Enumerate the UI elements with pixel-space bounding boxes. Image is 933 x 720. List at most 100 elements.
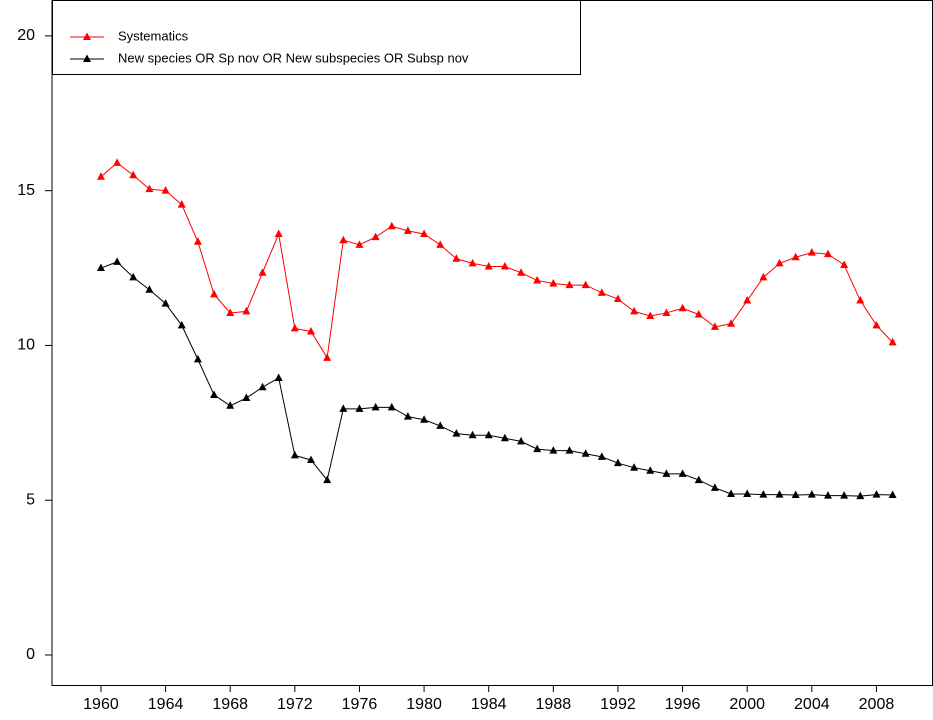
- x-tick-label: 1968: [212, 696, 248, 713]
- legend-label: Systematics: [118, 28, 189, 43]
- y-tick-label: 10: [17, 337, 35, 354]
- point: [791, 490, 800, 498]
- y-tick-label: 0: [26, 646, 35, 663]
- point: [226, 401, 235, 409]
- point: [500, 433, 509, 442]
- point: [597, 452, 606, 460]
- point: [145, 285, 154, 293]
- point: [113, 158, 122, 166]
- point: [549, 446, 558, 454]
- x-tick-label: 1980: [406, 696, 442, 713]
- x-tick-label: 1984: [471, 696, 507, 713]
- point: [630, 463, 639, 471]
- point: [468, 258, 477, 267]
- point: [872, 490, 881, 498]
- point: [387, 221, 396, 230]
- point: [823, 491, 832, 499]
- point: [678, 469, 687, 477]
- point: [452, 429, 461, 437]
- point: [856, 296, 865, 304]
- x-tick-label: 1972: [277, 696, 313, 713]
- y-tick-label: 15: [17, 182, 35, 199]
- x-tick-label: 2008: [859, 696, 895, 713]
- point: [710, 483, 719, 491]
- point: [258, 268, 267, 276]
- point: [727, 489, 736, 498]
- point: [710, 322, 719, 330]
- point: [743, 296, 752, 304]
- y-tick-label: 5: [26, 491, 35, 508]
- point: [323, 475, 332, 484]
- x-tick-label: 1988: [536, 696, 572, 713]
- point: [662, 308, 671, 316]
- point: [888, 490, 897, 498]
- point: [323, 353, 332, 361]
- point: [646, 466, 655, 474]
- point: [775, 258, 784, 267]
- point: [306, 327, 315, 335]
- point: [226, 308, 235, 316]
- point: [193, 237, 202, 245]
- point: [694, 475, 703, 484]
- point: [840, 260, 849, 268]
- point: [242, 393, 251, 402]
- point: [597, 288, 606, 296]
- point: [242, 306, 251, 315]
- plot-frame: [51, 0, 933, 686]
- point: [339, 235, 348, 244]
- x-tick-label: 1992: [600, 696, 636, 713]
- point: [96, 172, 105, 180]
- point: [403, 412, 412, 420]
- point: [436, 240, 445, 248]
- point: [96, 263, 105, 272]
- point: [872, 320, 881, 329]
- point: [371, 402, 380, 411]
- point: [565, 280, 574, 289]
- point: [452, 254, 461, 262]
- point: [517, 268, 526, 276]
- point: [161, 299, 170, 307]
- point: [565, 446, 574, 454]
- point: [533, 275, 542, 284]
- point: [145, 184, 154, 193]
- point: [759, 272, 768, 281]
- point: [355, 404, 364, 412]
- point: [468, 430, 477, 439]
- legend-box: [52, 0, 581, 75]
- y-tick-label: 20: [17, 27, 35, 44]
- point: [484, 430, 493, 439]
- point: [129, 170, 138, 179]
- point: [274, 229, 283, 238]
- point: [613, 294, 622, 303]
- point: [646, 311, 655, 320]
- legend-marker: [83, 32, 91, 40]
- point: [759, 490, 768, 498]
- point: [210, 390, 219, 398]
- point: [113, 257, 122, 265]
- point: [517, 436, 526, 445]
- point: [371, 232, 380, 241]
- point: [387, 402, 396, 411]
- point: [258, 382, 267, 391]
- x-tick-label: 1960: [83, 696, 119, 713]
- point: [161, 186, 170, 194]
- point: [177, 200, 186, 208]
- point: [290, 323, 299, 332]
- point: [840, 491, 849, 499]
- point: [210, 289, 219, 298]
- point: [403, 226, 412, 234]
- x-tick-label: 2004: [794, 696, 830, 713]
- point: [193, 354, 202, 363]
- point: [274, 373, 283, 381]
- point: [856, 491, 865, 500]
- point: [678, 303, 687, 312]
- x-tick-label: 1996: [665, 696, 701, 713]
- point: [484, 262, 493, 270]
- point: [613, 458, 622, 467]
- legend-label: New species OR Sp nov OR New subspecies …: [118, 50, 469, 65]
- point: [662, 469, 671, 477]
- point: [807, 490, 816, 498]
- point: [177, 320, 186, 329]
- point: [775, 490, 784, 498]
